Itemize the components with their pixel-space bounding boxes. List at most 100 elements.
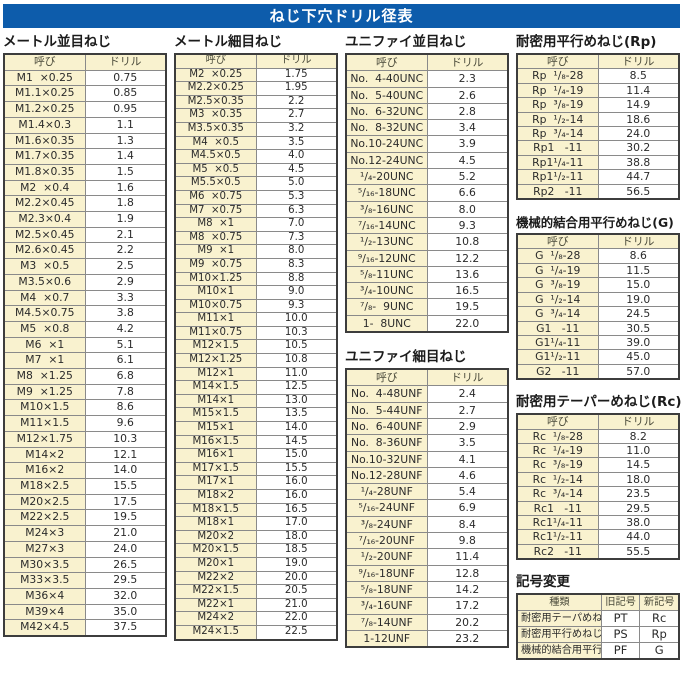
table-row: M4.5×0.5 4.0 [174, 149, 338, 164]
table-row: M20×2 18.0 [174, 529, 338, 545]
table-row: M42×4.5 37.5 [3, 619, 167, 637]
table-row: M4 ×0.5 3.5 [174, 135, 338, 151]
value-cell: 18.6 [597, 111, 680, 128]
value-cell: 5.0 [255, 176, 338, 191]
table-row: M5 ×0.5 4.5 [174, 162, 338, 178]
section-unified-coarse: ユニファイ並目ねじ 呼び ドリル No. 4-40UNC 2.3 No. 5-40UNC… [345, 34, 509, 334]
thread-name-cell: No. 5-44UNF [345, 401, 428, 419]
column-header: ドリル [255, 53, 338, 69]
thread-name-cell: Rp ³/₄-14 [516, 126, 599, 142]
table-row: ⁵/₈-18UNF 14.2 [345, 580, 509, 599]
section-heading: メートル細目ねじ [174, 34, 282, 50]
thread-name-cell: M24×3 [3, 525, 86, 542]
value-cell: 7.8 [84, 383, 167, 401]
thread-name-cell: M6 ×0.75 [174, 189, 257, 205]
symbol-change-table: 種類旧記号新記号耐密用テーパめねじPTRc耐密用平行めねじPSRp機械的結合用平… [516, 593, 680, 661]
table-row: M14×1 13.0 [174, 393, 338, 409]
table-row: M15×1.5 13.5 [174, 407, 338, 423]
table-row: G1¹/₂-11 45.0 [516, 349, 680, 365]
value-cell: 12.8 [426, 564, 509, 582]
section-heading: 耐密用テーパーめねじ(Rc) [516, 394, 682, 411]
table-row: No. 6-40UNF 2.9 [345, 417, 509, 436]
table-row: M22×1.5 20.5 [174, 584, 338, 599]
thread-name-cell: M36×4 [3, 587, 86, 605]
thread-name-cell: M3 ×0.35 [174, 108, 257, 123]
value-cell: 19.0 [255, 556, 338, 572]
table-row: M1.1×0.25 0.85 [3, 85, 167, 103]
value-cell: 10.8 [426, 233, 509, 251]
value-cell: 2.5 [84, 258, 167, 275]
table-row: M1.8×0.35 1.5 [3, 163, 167, 181]
section-rp: 耐密用平行めねじ(Rp) 呼び ドリル Rp ¹/₈-28 8.5 Rp ¹/₄-19 1… [516, 34, 680, 201]
value-cell: 11.0 [597, 442, 680, 459]
value-cell: 14.0 [255, 421, 338, 436]
value-cell: 15.5 [84, 477, 167, 495]
value-cell: 44.7 [597, 169, 680, 185]
value-cell: 20.0 [255, 570, 338, 586]
section-heading: ユニファイ並目ねじ [345, 34, 467, 50]
table-row: Rp ¹/₈-28 8.5 [516, 68, 680, 84]
thread-name-cell: M10×1.25 [174, 271, 257, 287]
column-header: 呼び [345, 368, 428, 387]
value-cell: 6.3 [255, 203, 338, 219]
table-row: ³/₈-16UNC 8.0 [345, 200, 509, 218]
thread-name-cell: M14×1.5 [174, 380, 257, 395]
thread-name-cell: Rp2 -11 [516, 183, 599, 200]
thread-name-cell: Rc ¹/₈-28 [516, 428, 599, 444]
section-metric-coarse: メートル並目ねじ 呼び ドリル M1 ×0.25 0.75 M1.1×0.25 0.85 M… [3, 34, 167, 638]
table-row: ⁵/₁₆-24UNF 6.9 [345, 499, 509, 517]
table-row: ¹/₄-28UNF 5.4 [345, 483, 509, 501]
value-cell: 2.7 [426, 401, 509, 419]
value-cell: 4.2 [84, 320, 167, 338]
thread-name-cell: M16×1 [174, 448, 257, 463]
column-header: 呼び [516, 413, 599, 430]
column-unified: ユニファイ並目ねじ 呼び ドリル No. 4-40UNC 2.3 No. 5-40UNC… [345, 34, 509, 659]
table-row: M16×2 14.0 [3, 462, 167, 479]
table-row: M9 ×0.75 8.3 [174, 257, 338, 273]
thread-name-cell: M20×1.5 [174, 543, 257, 558]
table-row: M5 ×0.8 4.2 [3, 320, 167, 338]
table-row: M8 ×0.75 7.3 [174, 230, 338, 246]
thread-name-cell: M20×2.5 [3, 493, 86, 511]
value-cell: Rp [639, 626, 680, 644]
table-row: ⁷/₈- 9UNC 19.5 [345, 298, 509, 316]
thread-name-cell: No.10-24UNC [345, 135, 428, 153]
table-row: M24×2 22.0 [174, 611, 338, 626]
thread-name-cell: Rc1¹/₄-11 [516, 514, 599, 531]
table-row: Rc ¹/₈-28 8.2 [516, 428, 680, 444]
thread-name-cell: 機械的結合用平行めねじ [516, 642, 602, 660]
value-cell: 13.6 [426, 265, 509, 284]
column-header: ドリル [426, 53, 509, 72]
value-cell: 1.1 [84, 116, 167, 134]
value-cell: 18.0 [597, 471, 680, 488]
thread-name-cell: M2.6×0.45 [3, 242, 86, 260]
table-row: M33×3.5 29.5 [3, 572, 167, 589]
thread-name-cell: M4 ×0.7 [3, 289, 86, 307]
value-cell: 32.0 [84, 587, 167, 605]
table-row: No.12-28UNF 4.6 [345, 466, 509, 485]
table-row: M1.2×0.25 0.95 [3, 101, 167, 118]
table-row: ¹/₂-13UNC 10.8 [345, 233, 509, 251]
table-row: M2.6×0.45 2.2 [3, 242, 167, 260]
thread-name-cell: M39×4 [3, 603, 86, 621]
table-row: Rc ³/₈-19 14.5 [516, 457, 680, 473]
value-cell: 16.0 [255, 489, 338, 504]
thread-name-cell: 耐密用平行めねじ [516, 626, 602, 644]
thread-name-cell: M18×2 [174, 489, 257, 504]
table-row: Rc ³/₄-14 23.5 [516, 486, 680, 502]
table-row: Rc ¹/₂-14 18.0 [516, 471, 680, 488]
value-cell: 30.5 [597, 320, 680, 336]
table-row: M10×0.75 9.3 [174, 298, 338, 314]
thread-name-cell: Rp ¹/₂-14 [516, 111, 599, 128]
thread-name-cell: ⁹/₁₆-12UNC [345, 249, 428, 267]
value-cell: 29.5 [597, 500, 680, 516]
table-row: G ³/₄-14 24.5 [516, 306, 680, 322]
value-cell: PT [600, 610, 641, 628]
thread-name-cell: No. 6-32UNC [345, 102, 428, 121]
value-cell: 17.2 [426, 597, 509, 615]
value-cell: 15.0 [597, 277, 680, 293]
table-row: M20×2.5 17.5 [3, 493, 167, 511]
value-cell: 17.0 [255, 516, 338, 531]
thread-name-cell: M42×4.5 [3, 619, 86, 637]
thread-name-cell: Rp ¹/₈-28 [516, 68, 599, 84]
